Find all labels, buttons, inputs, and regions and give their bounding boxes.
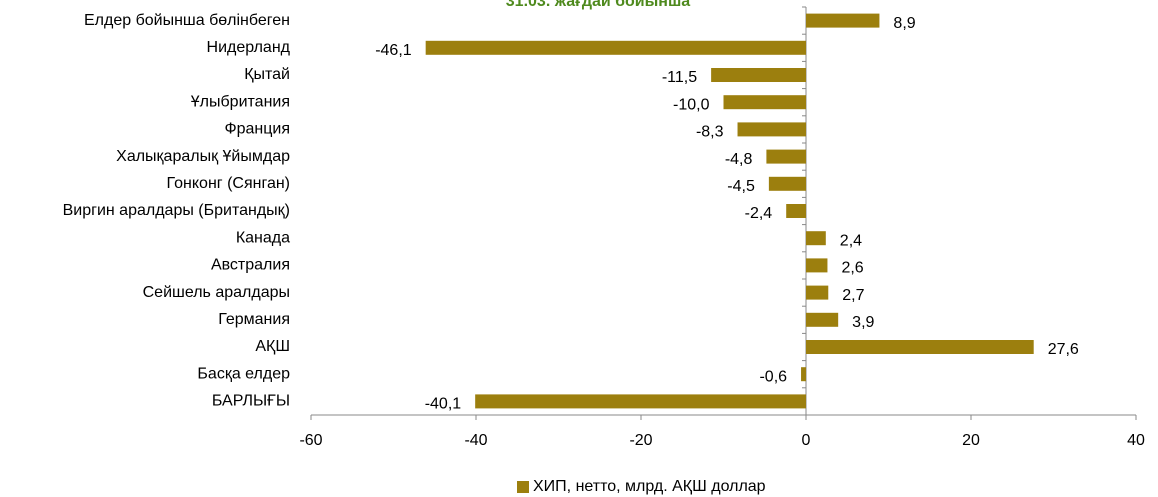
data-label: -11,5 xyxy=(662,69,697,86)
y-tick-label: Австралия xyxy=(211,257,290,274)
data-label: 2,4 xyxy=(840,232,862,249)
bar xyxy=(801,367,806,382)
data-label: -46,1 xyxy=(375,42,412,59)
data-label: 3,9 xyxy=(852,314,874,331)
bar xyxy=(766,149,806,164)
y-tick-label: Гонконг (Сянган) xyxy=(167,175,290,192)
bar xyxy=(806,285,829,300)
data-label: 27,6 xyxy=(1048,341,1079,358)
y-tick-label: Франция xyxy=(224,121,290,138)
y-tick-label: БАРЛЫҒЫ xyxy=(212,393,290,410)
chart-title: 31.03. жағдай бойынша xyxy=(506,0,691,10)
legend-swatch xyxy=(517,481,529,493)
bar xyxy=(737,122,806,137)
y-tick-label: Ұлыбритания xyxy=(191,93,290,110)
data-label: 8,9 xyxy=(893,15,915,32)
y-tick-label: Елдер бойынша бөлінбеген xyxy=(84,12,290,29)
y-tick-label: Халықаралық Ұйымдар xyxy=(116,148,290,165)
y-tick-label: Виргин аралдары (Британдық) xyxy=(63,202,290,219)
y-tick-label: Қытай xyxy=(244,66,290,83)
bar xyxy=(806,340,1034,354)
data-label: -4,5 xyxy=(727,178,755,195)
data-label: 2,7 xyxy=(842,287,864,304)
data-label: -10,0 xyxy=(673,96,710,113)
data-label: -0,6 xyxy=(759,368,787,385)
bar xyxy=(806,13,880,28)
bar xyxy=(711,68,806,82)
y-tick-label: Канада xyxy=(236,229,290,246)
bar xyxy=(786,204,806,218)
x-tick-label: 0 xyxy=(802,432,811,449)
y-tick-label: Нидерланд xyxy=(207,39,291,56)
bar xyxy=(806,231,826,246)
legend-label: ХИП, нетто, млрд. АҚШ доллар xyxy=(533,478,766,495)
data-label: 2,6 xyxy=(841,260,863,277)
x-tick-label: -20 xyxy=(629,432,652,449)
bar xyxy=(475,394,806,409)
y-tick-label: АҚШ xyxy=(255,338,290,355)
bar xyxy=(425,40,806,55)
x-tick-label: 20 xyxy=(962,432,980,449)
bar xyxy=(768,176,806,191)
data-label: -2,4 xyxy=(745,205,773,222)
y-tick-label: Германия xyxy=(218,311,290,328)
x-tick-label: -60 xyxy=(299,432,322,449)
x-tick-label: 40 xyxy=(1127,432,1145,449)
bar xyxy=(806,258,828,273)
data-label: -8,3 xyxy=(696,124,724,141)
x-tick-label: -40 xyxy=(464,432,487,449)
y-tick-label: Сейшель аралдары xyxy=(143,284,290,301)
bar xyxy=(723,95,806,110)
y-tick-label: Басқа елдер xyxy=(197,365,290,382)
data-label: -40,1 xyxy=(425,396,462,413)
bar xyxy=(806,312,839,327)
data-label: -4,8 xyxy=(725,151,753,168)
